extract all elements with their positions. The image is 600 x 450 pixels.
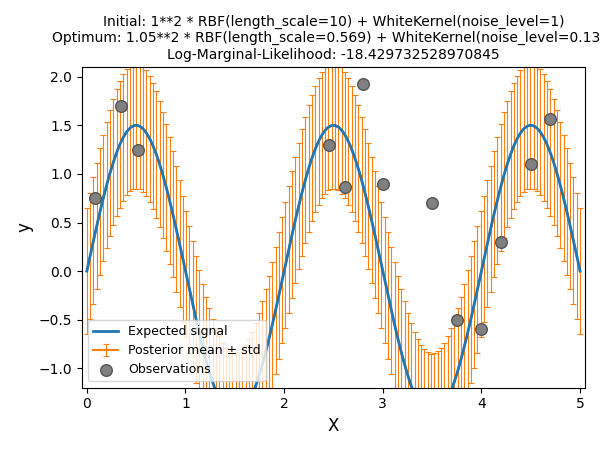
Observations bbox=[378, 180, 388, 187]
Title: Initial: 1**2 * RBF(length_scale=10) + WhiteKernel(noise_level=1)
Optimum: 1.05*: Initial: 1**2 * RBF(length_scale=10) + W… bbox=[52, 15, 600, 62]
Observations bbox=[133, 146, 143, 153]
X-axis label: X: X bbox=[328, 417, 339, 435]
Expected signal bbox=[133, 123, 140, 128]
Observations bbox=[526, 161, 536, 168]
Expected signal bbox=[232, 414, 239, 419]
Expected signal bbox=[423, 412, 430, 417]
Expected signal bbox=[134, 123, 141, 128]
Expected signal bbox=[301, 178, 308, 184]
Observations bbox=[116, 102, 126, 109]
Observations bbox=[496, 238, 506, 246]
Expected signal bbox=[83, 268, 91, 274]
Legend: Expected signal, Posterior mean ± std, Observations: Expected signal, Posterior mean ± std, O… bbox=[88, 320, 266, 382]
Expected signal bbox=[478, 269, 485, 274]
Observations bbox=[340, 183, 350, 190]
Observations bbox=[90, 194, 100, 202]
Observations bbox=[476, 326, 486, 333]
Observations bbox=[324, 141, 334, 149]
Expected signal bbox=[469, 310, 476, 315]
Observations bbox=[545, 116, 555, 123]
Observations bbox=[452, 316, 461, 323]
Y-axis label: y: y bbox=[15, 222, 33, 232]
Expected signal bbox=[284, 254, 291, 259]
Expected signal bbox=[577, 268, 584, 274]
Line: Expected signal: Expected signal bbox=[87, 126, 580, 417]
Observations bbox=[427, 199, 437, 207]
Observations bbox=[358, 80, 368, 87]
